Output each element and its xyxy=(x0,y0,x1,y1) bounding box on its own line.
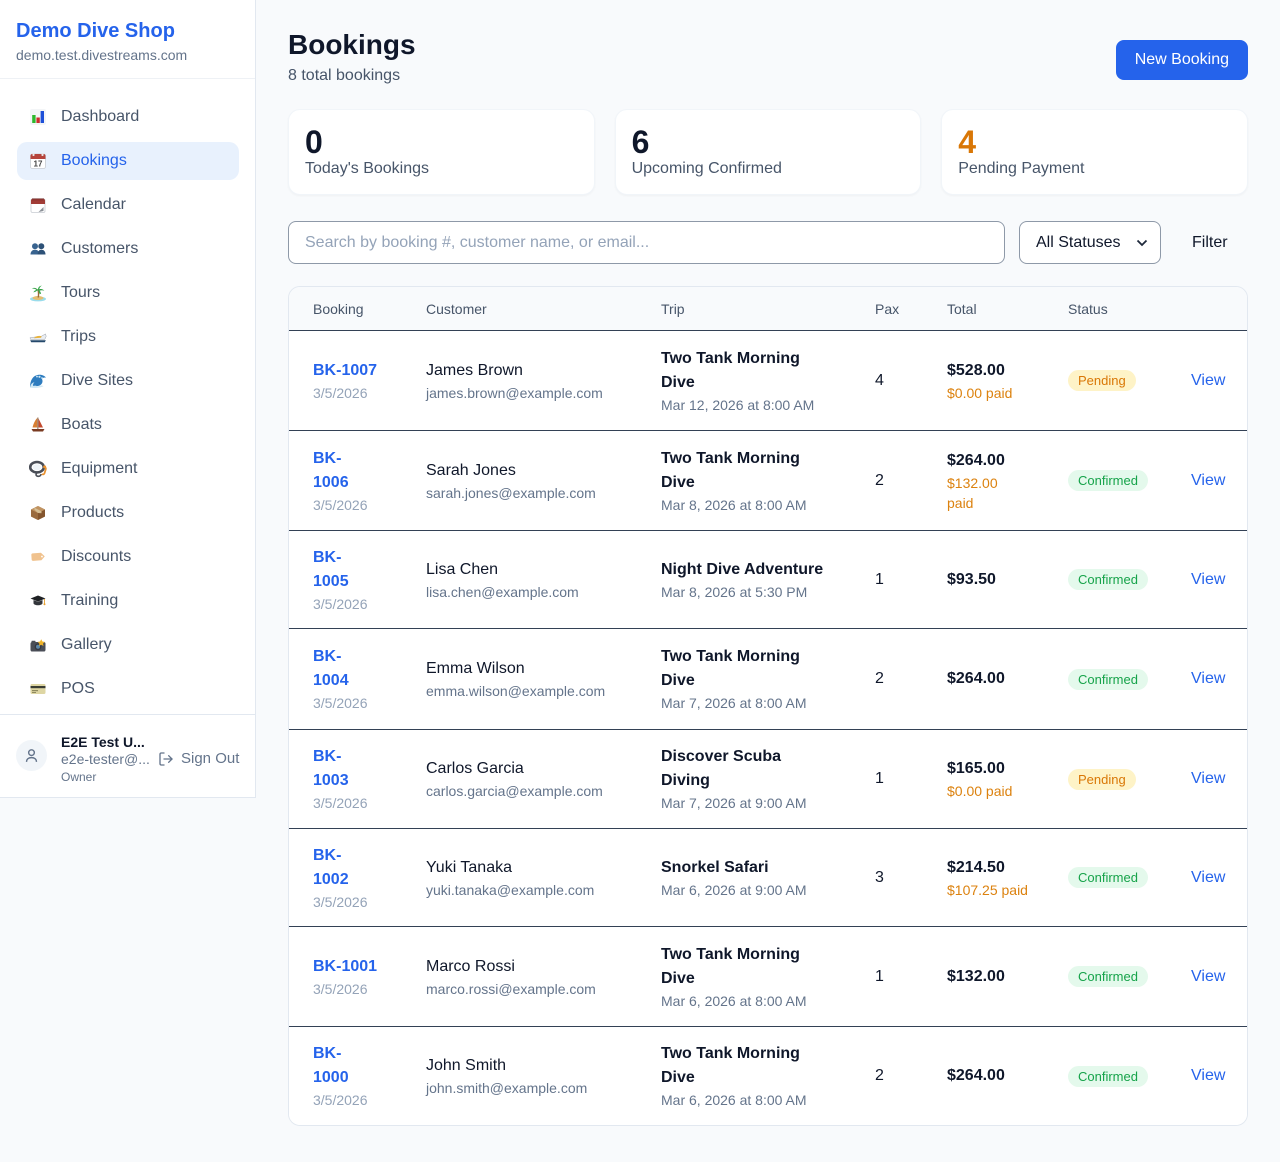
svg-text:17: 17 xyxy=(34,160,43,169)
